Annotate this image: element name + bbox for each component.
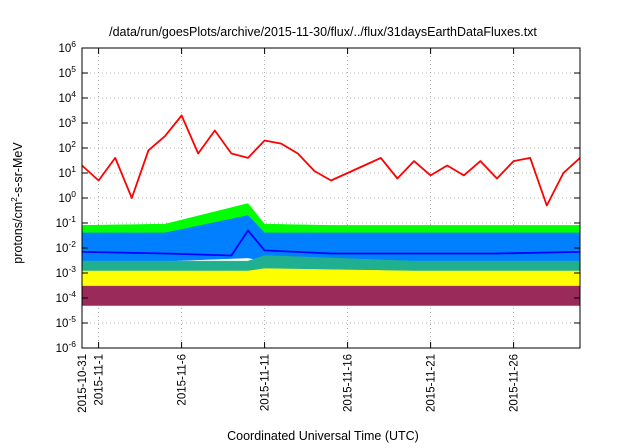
y-tick-label: 100 — [58, 189, 76, 205]
x-tick-label: 2015-11-1 — [94, 354, 106, 406]
y-tick-label: 101 — [58, 164, 76, 180]
x-axis-label: Coordinated Universal Time (UTC) — [227, 429, 419, 443]
x-tick-label: 2015-11-16 — [343, 354, 355, 412]
y-tick-label: 10-6 — [56, 339, 77, 355]
y-tick-label: 104 — [58, 89, 76, 105]
y-tick-label: 10-3 — [56, 264, 77, 280]
x-tick-label: 2015-11-6 — [177, 354, 189, 406]
y-tick-label: 102 — [58, 139, 76, 155]
y-tick-label: 103 — [58, 114, 76, 130]
x-tick-label: 2015-11-26 — [509, 354, 521, 412]
y-axis-label: protons/cm2-s-sr-MeV — [9, 142, 25, 264]
chart-title: /data/run/goesPlots/archive/2015-11-30/f… — [109, 25, 537, 39]
series-band-6 — [81, 285, 581, 306]
y-tick-label: 10-2 — [56, 239, 77, 255]
series-group — [81, 114, 581, 306]
x-axis: 2015-10-31 2015-11-1 2015-11-6 2015-11-11 20… — [77, 48, 521, 413]
x-tick-label: 2015-10-31 — [77, 354, 89, 413]
y-tick-label: 106 — [58, 39, 76, 55]
x-tick-label: 2015-11-11 — [260, 354, 272, 411]
y-axis: 106 105 104 103 102 101 100 10-1 10-2 10-3 10-4 10-… — [56, 39, 580, 355]
y-tick-label: 10-4 — [56, 289, 77, 305]
y-tick-label: 105 — [58, 64, 76, 80]
x-tick-label: 2015-11-21 — [426, 354, 438, 412]
y-tick-label: 10-5 — [56, 314, 77, 330]
series-band-5 — [81, 268, 581, 287]
y-tick-label: 10-1 — [56, 214, 77, 230]
series-line-0 — [81, 114, 581, 207]
plot-area: 106 105 104 103 102 101 100 10-1 10-2 10-3 10-4 10-… — [56, 39, 581, 413]
series-line-3 — [81, 229, 581, 257]
